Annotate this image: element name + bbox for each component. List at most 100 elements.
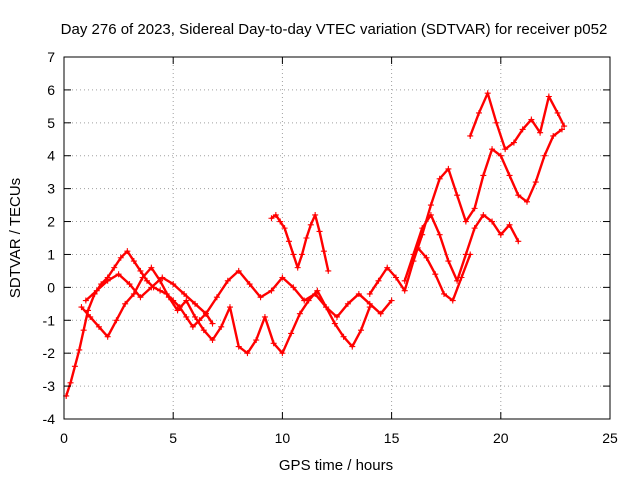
data-point-marker	[130, 290, 137, 297]
data-point-marker	[85, 307, 92, 314]
data-point-marker	[545, 93, 552, 100]
data-point-marker	[462, 218, 469, 225]
data-point-marker	[489, 146, 496, 153]
data-point-marker	[432, 271, 439, 278]
series-track-d	[268, 211, 332, 274]
data-point-marker	[246, 281, 253, 288]
data-point-marker	[419, 225, 426, 232]
data-point-marker	[202, 310, 209, 317]
data-point-marker	[410, 251, 417, 258]
data-point-marker	[301, 297, 308, 304]
data-point-marker	[137, 267, 144, 274]
data-point-marker	[467, 132, 474, 139]
data-point-marker	[489, 218, 496, 225]
data-point-marker	[137, 294, 144, 301]
data-point-marker	[445, 165, 452, 172]
data-point-marker	[506, 172, 513, 179]
data-point-marker	[340, 333, 347, 340]
x-tick-label: 20	[493, 430, 509, 446]
y-tick-label: 5	[47, 115, 55, 131]
grid-layer	[64, 57, 610, 419]
data-point-marker	[334, 313, 340, 320]
data-point-marker	[344, 300, 351, 307]
series-layer	[63, 90, 568, 399]
data-point-marker	[314, 287, 321, 294]
x-tick-label: 25	[602, 430, 618, 446]
series-track-e	[366, 126, 565, 297]
data-point-marker	[349, 343, 356, 350]
data-point-marker	[467, 251, 474, 258]
data-point-marker	[192, 300, 199, 307]
data-point-marker	[117, 254, 124, 261]
data-point-marker	[454, 192, 461, 199]
data-point-marker	[235, 343, 242, 350]
data-point-marker	[506, 221, 513, 228]
data-point-marker	[384, 264, 391, 271]
data-point-marker	[524, 198, 531, 205]
data-point-marker	[480, 211, 487, 218]
data-point-marker	[95, 323, 102, 330]
data-point-marker	[115, 271, 122, 278]
data-point-marker	[423, 254, 430, 261]
data-point-marker	[170, 281, 177, 288]
data-point-marker	[515, 238, 522, 245]
data-point-marker	[299, 251, 306, 258]
data-point-marker	[475, 109, 482, 116]
data-point-marker	[316, 228, 323, 235]
data-point-marker	[449, 297, 456, 304]
series-track-h	[414, 244, 474, 304]
data-point-marker	[541, 152, 548, 159]
data-point-marker	[502, 146, 509, 153]
data-point-marker	[183, 297, 190, 304]
series-track-a	[63, 248, 216, 399]
data-point-marker	[104, 333, 111, 340]
data-point-marker	[279, 274, 286, 281]
data-point-marker	[510, 139, 517, 146]
data-point-marker	[111, 264, 118, 271]
data-point-marker	[285, 238, 292, 245]
data-point-marker	[93, 287, 100, 294]
series-line	[403, 213, 520, 282]
data-point-marker	[87, 313, 94, 320]
data-point-marker	[272, 211, 279, 218]
y-tick-label: 7	[47, 49, 55, 65]
data-point-marker	[366, 290, 373, 297]
data-point-marker	[148, 284, 155, 291]
data-point-marker	[294, 264, 301, 271]
series-line	[469, 92, 566, 151]
data-point-marker	[253, 337, 260, 344]
data-point-marker	[124, 248, 131, 255]
data-point-marker	[189, 323, 196, 330]
data-point-marker	[458, 274, 465, 281]
y-tick-label: 3	[47, 181, 55, 197]
data-point-marker	[493, 119, 500, 126]
x-axis-label: GPS time / hours	[279, 457, 393, 474]
y-tick-label: -4	[43, 411, 56, 427]
data-point-marker	[355, 290, 362, 297]
data-point-marker	[414, 244, 421, 251]
series-line	[64, 249, 214, 398]
data-point-marker	[436, 231, 443, 238]
data-point-marker	[209, 320, 216, 327]
data-point-marker	[401, 277, 408, 284]
x-tick-label: 0	[60, 430, 68, 446]
data-point-marker	[209, 337, 216, 344]
data-point-marker	[200, 327, 207, 334]
data-point-marker	[445, 258, 452, 265]
data-point-marker	[484, 90, 491, 97]
data-point-marker	[471, 205, 478, 212]
data-point-marker	[277, 218, 284, 225]
series-track-g	[467, 90, 568, 153]
data-point-marker	[174, 307, 181, 314]
data-point-marker	[270, 340, 277, 347]
data-point-marker	[268, 215, 275, 222]
y-tick-label: 1	[47, 246, 55, 262]
y-tick-label: 2	[47, 214, 55, 230]
data-point-marker	[320, 248, 327, 255]
data-point-marker	[312, 211, 319, 218]
data-point-marker	[532, 179, 539, 186]
data-point-marker	[218, 323, 225, 330]
data-point-marker	[323, 304, 330, 311]
data-point-marker	[441, 290, 448, 297]
